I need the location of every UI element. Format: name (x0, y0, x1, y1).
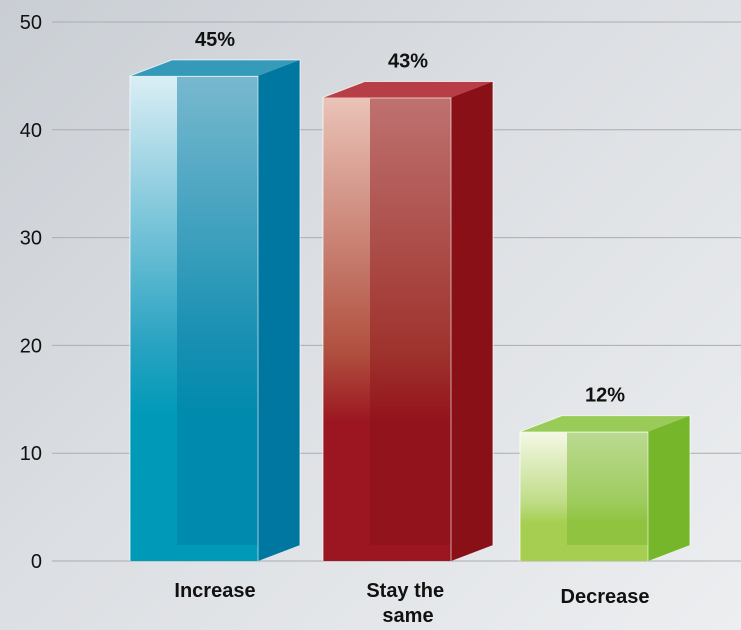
data-label-stay-the-same: 43% (388, 50, 428, 72)
category-label-line: Stay the (366, 580, 444, 602)
bar-side-stay-the-same (451, 81, 493, 562)
category-label-increase: Increase (174, 580, 255, 602)
labels: 45% 43% 12% Increase Stay the same Decre… (174, 29, 649, 627)
bar-inner-stay-the-same (370, 98, 451, 546)
bar-decrease (519, 415, 691, 561)
bar-increase (129, 59, 301, 562)
y-tick-label: 0 (31, 551, 42, 573)
bar-side-increase (258, 59, 300, 562)
y-tick-label: 30 (20, 228, 42, 250)
y-tick-label: 40 (20, 120, 42, 142)
bar-edge-stay-the-same (322, 80, 494, 561)
category-label-line: Increase (174, 580, 255, 602)
bar-top-decrease (520, 415, 690, 432)
bar-front-decrease (520, 431, 648, 561)
data-label-decrease: 12% (585, 385, 625, 407)
bar-stay-the-same (322, 80, 494, 562)
y-tick-label: 50 (20, 12, 42, 34)
y-axis-ticks: 0 10 20 30 40 50 (20, 12, 42, 573)
bar-edge-increase (129, 59, 301, 561)
bar-top-stay-the-same (323, 81, 493, 98)
data-label-increase: 45% (195, 29, 235, 51)
y-tick-label: 10 (20, 443, 42, 465)
category-label-stay-the-same: Stay the same (366, 580, 449, 627)
bar-side-decrease (648, 415, 690, 561)
category-label-decrease: Decrease (561, 586, 650, 608)
bar-front-increase (130, 75, 258, 562)
category-label-line: Decrease (561, 586, 650, 608)
bars (129, 59, 691, 562)
bar-inner-decrease (567, 432, 648, 545)
category-label-line: same (382, 605, 433, 627)
bar-front-stay-the-same (323, 97, 451, 562)
bar-edge-decrease (519, 415, 691, 561)
bar-inner-increase (177, 76, 258, 546)
y-tick-label: 20 (20, 335, 42, 357)
bar-top-increase (130, 59, 300, 76)
